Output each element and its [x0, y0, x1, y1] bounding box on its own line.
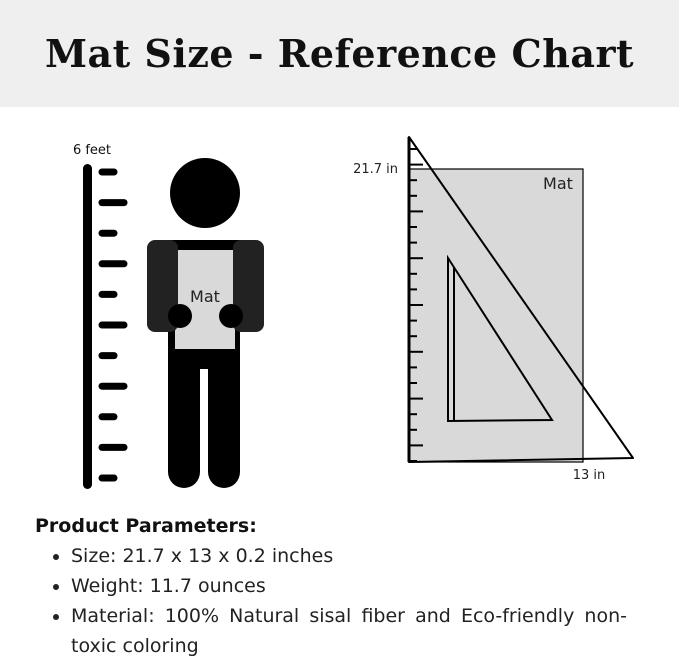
person-right-arm — [233, 240, 264, 332]
person-held-mat — [175, 250, 235, 349]
parameters-heading: Product Parameters: — [35, 515, 257, 537]
parameter-material: Material: 100% Natural sisal fiber and E… — [71, 601, 627, 661]
person-head — [170, 158, 240, 228]
page-title: Mat Size - Reference Chart — [44, 31, 635, 76]
product-parameters: Product Parameters: Size: 21.7 x 13 x 0.… — [35, 515, 627, 661]
set-square-inner — [447, 254, 554, 423]
mat-dimension-diagram: Mat 21.7 in 13 in — [353, 136, 634, 483]
mat-width-label: 13 in — [573, 468, 606, 483]
person-left-arm — [147, 240, 178, 332]
height-label: 6 feet — [73, 143, 111, 158]
parameters-list: Size: 21.7 x 13 x 0.2 inches Weight: 11.… — [35, 541, 627, 661]
person-right-hand — [219, 304, 243, 328]
mat-rectangle — [408, 168, 584, 463]
height-ruler — [83, 164, 128, 489]
person-left-leg — [168, 340, 200, 488]
person-mat-label: Mat — [190, 287, 220, 306]
mat-label: Mat — [543, 174, 573, 193]
mat-height-label: 21.7 in — [353, 162, 398, 177]
person-left-hand — [168, 304, 192, 328]
set-square-ticks — [409, 148, 423, 462]
parameter-weight: Weight: 11.7 ounces — [71, 571, 627, 601]
person-figure: Mat — [147, 158, 264, 488]
person-right-leg — [208, 340, 240, 488]
ruler-bar — [83, 164, 92, 489]
header: Mat Size - Reference Chart — [0, 0, 679, 107]
parameter-size: Size: 21.7 x 13 x 0.2 inches — [71, 541, 627, 571]
